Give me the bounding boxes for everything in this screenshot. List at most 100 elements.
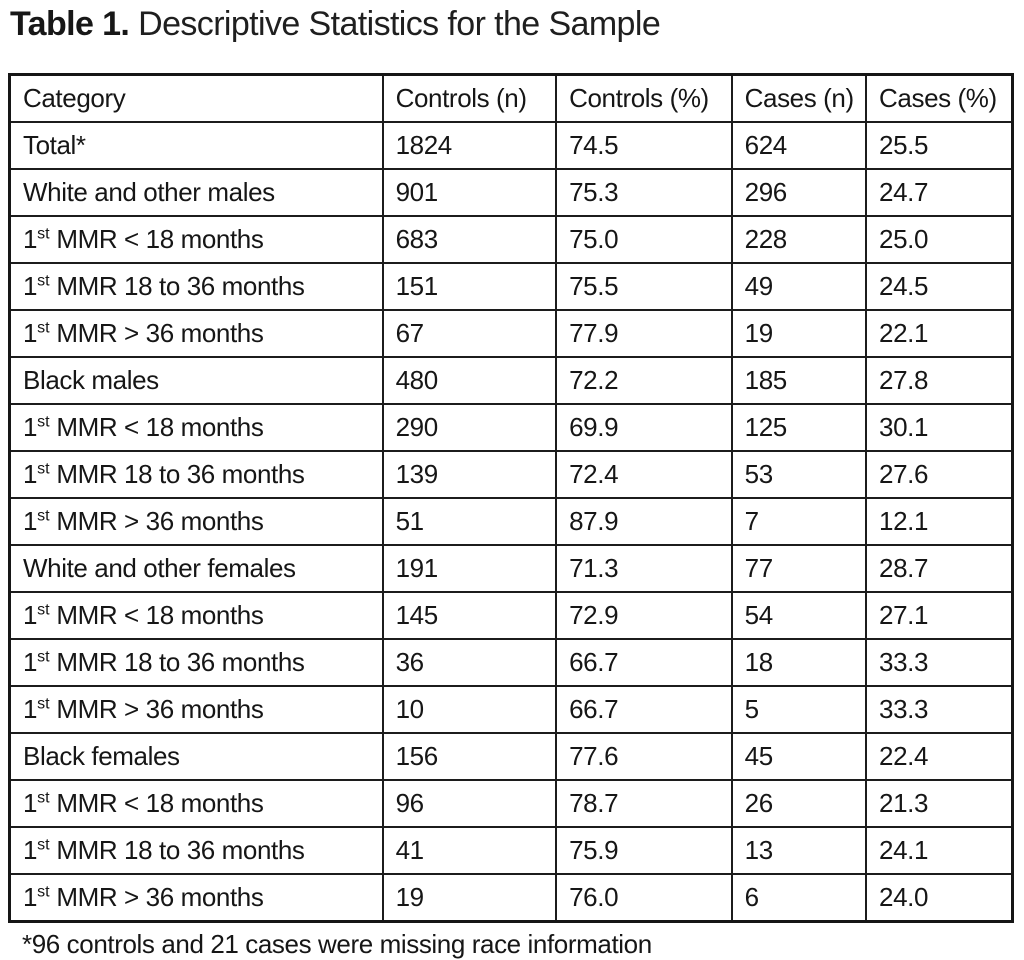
controls-n-cell: 10 [381,685,558,735]
controls-n-cell: 1824 [381,121,558,171]
controls-n-cell: 683 [381,215,558,265]
ordinal-superscript: st [37,507,50,525]
controls-pct-cell: 75.9 [555,826,733,876]
category-cell: White and other females [8,544,384,594]
table-row: White and other males 901 75.3 296 24.7 [8,168,1014,218]
category-cell: 1st MMR < 18 months [8,591,384,641]
table-row: 1st MMR > 36 months 51 87.9 7 12.1 [8,497,1014,547]
cases-n-cell: 19 [730,309,868,359]
cases-pct-cell: 33.3 [865,638,1014,688]
controls-n-cell: 191 [381,544,558,594]
category-cell: 1st MMR 18 to 36 months [8,450,384,500]
controls-pct-cell: 66.7 [555,685,733,735]
ordinal-superscript: st [37,319,50,337]
cases-pct-cell: 24.1 [865,826,1014,876]
controls-pct-cell: 76.0 [555,873,733,923]
controls-pct-cell: 78.7 [555,779,733,829]
ordinal-superscript: st [37,413,50,431]
category-cell: White and other males [8,168,384,218]
cases-n-cell: 6 [730,873,868,923]
cases-pct-cell: 12.1 [865,497,1014,547]
category-cell: 1st MMR 18 to 36 months [8,826,384,876]
controls-pct-cell: 75.3 [555,168,733,218]
cases-pct-cell: 24.5 [865,262,1014,312]
controls-pct-cell: 74.5 [555,121,733,171]
category-cell: 1st MMR 18 to 36 months [8,262,384,312]
cases-pct-cell: 22.4 [865,732,1014,782]
table-row: 1st MMR < 18 months 145 72.9 54 27.1 [8,591,1014,641]
cases-n-cell: 7 [730,497,868,547]
cases-pct-cell: 24.7 [865,168,1014,218]
category-cell: 1st MMR > 36 months [8,309,384,359]
table-row: 1st MMR > 36 months 10 66.7 5 33.3 [8,685,1014,735]
category-cell: 1st MMR > 36 months [8,873,384,923]
cases-n-cell: 45 [730,732,868,782]
controls-n-cell: 151 [381,262,558,312]
controls-pct-cell: 69.9 [555,403,733,453]
cases-pct-cell: 28.7 [865,544,1014,594]
descriptive-statistics-table: Category Controls (n) Controls (%) Cases… [8,73,1014,924]
controls-pct-cell: 87.9 [555,497,733,547]
table-row: Total* 1824 74.5 624 25.5 [8,121,1014,171]
table-row: 1st MMR 18 to 36 months 36 66.7 18 33.3 [8,638,1014,688]
cases-n-cell: 53 [730,450,868,500]
controls-n-cell: 67 [381,309,558,359]
table-row: 1st MMR < 18 months 683 75.0 228 25.0 [8,215,1014,265]
column-header-controls-n: Controls (n) [381,73,558,124]
cases-n-cell: 185 [730,356,868,406]
cases-pct-cell: 27.6 [865,450,1014,500]
ordinal-superscript: st [37,789,50,807]
column-header-category: Category [8,73,384,124]
category-cell: Total* [8,121,384,171]
controls-n-cell: 19 [381,873,558,923]
category-cell: Black females [8,732,384,782]
table-footnote: *96 controls and 21 cases were missing r… [22,929,652,960]
cases-pct-cell: 33.3 [865,685,1014,735]
cases-n-cell: 18 [730,638,868,688]
controls-n-cell: 290 [381,403,558,453]
cases-n-cell: 624 [730,121,868,171]
cases-pct-cell: 27.8 [865,356,1014,406]
category-cell: Black males [8,356,384,406]
column-header-cases-pct: Cases (%) [865,73,1014,124]
cases-pct-cell: 25.5 [865,121,1014,171]
cases-pct-cell: 25.0 [865,215,1014,265]
cases-n-cell: 26 [730,779,868,829]
controls-pct-cell: 72.9 [555,591,733,641]
ordinal-superscript: st [37,272,50,290]
category-cell: 1st MMR > 36 months [8,497,384,547]
ordinal-superscript: st [37,460,50,478]
cases-pct-cell: 24.0 [865,873,1014,923]
controls-n-cell: 36 [381,638,558,688]
cases-n-cell: 54 [730,591,868,641]
table-row: 1st MMR 18 to 36 months 139 72.4 53 27.6 [8,450,1014,500]
controls-pct-cell: 77.9 [555,309,733,359]
controls-n-cell: 901 [381,168,558,218]
controls-n-cell: 139 [381,450,558,500]
category-cell: 1st MMR < 18 months [8,403,384,453]
table-row: 1st MMR < 18 months 96 78.7 26 21.3 [8,779,1014,829]
table-row: 1st MMR 18 to 36 months 41 75.9 13 24.1 [8,826,1014,876]
ordinal-superscript: st [37,225,50,243]
ordinal-superscript: st [37,648,50,666]
category-cell: 1st MMR > 36 months [8,685,384,735]
column-header-cases-n: Cases (n) [730,73,868,124]
table-row: 1st MMR > 36 months 67 77.9 19 22.1 [8,309,1014,359]
controls-pct-cell: 75.0 [555,215,733,265]
category-cell: 1st MMR 18 to 36 months [8,638,384,688]
table-row: Black females 156 77.6 45 22.4 [8,732,1014,782]
cases-n-cell: 49 [730,262,868,312]
controls-n-cell: 41 [381,826,558,876]
cases-n-cell: 296 [730,168,868,218]
cases-pct-cell: 22.1 [865,309,1014,359]
cases-n-cell: 5 [730,685,868,735]
controls-n-cell: 145 [381,591,558,641]
cases-pct-cell: 21.3 [865,779,1014,829]
cases-n-cell: 228 [730,215,868,265]
controls-n-cell: 480 [381,356,558,406]
controls-pct-cell: 72.2 [555,356,733,406]
ordinal-superscript: st [37,601,50,619]
controls-n-cell: 51 [381,497,558,547]
controls-pct-cell: 72.4 [555,450,733,500]
